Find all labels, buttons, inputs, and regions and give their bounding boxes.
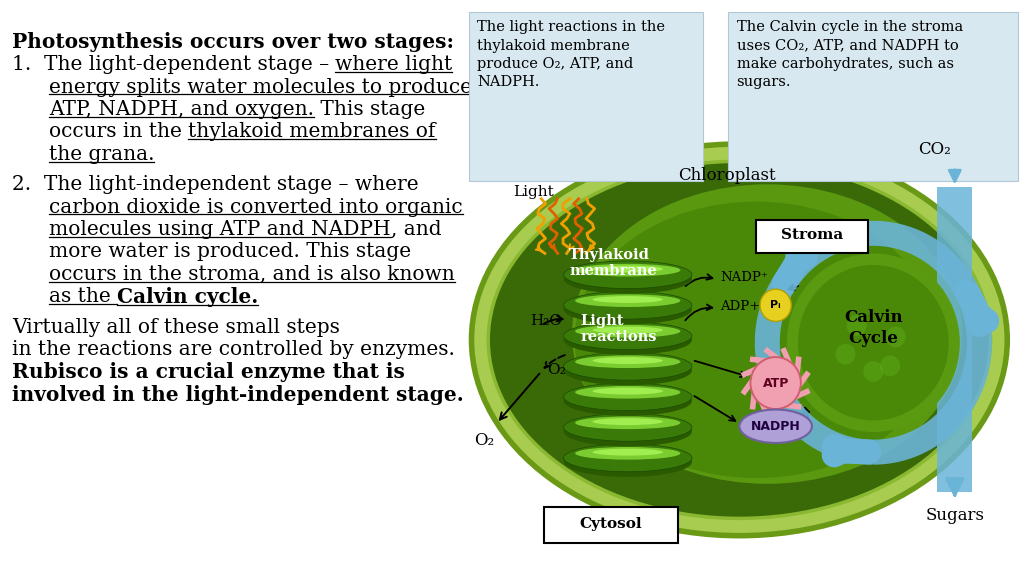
Ellipse shape: [575, 447, 680, 460]
Text: the grana.: the grana.: [49, 145, 155, 164]
Circle shape: [752, 358, 800, 408]
Text: Stroma: Stroma: [781, 228, 843, 242]
Text: 2.  The light-independent stage – where: 2. The light-independent stage – where: [11, 175, 418, 194]
Ellipse shape: [563, 264, 692, 294]
Circle shape: [863, 361, 884, 382]
Text: O₂: O₂: [474, 432, 495, 449]
Ellipse shape: [563, 291, 692, 319]
FancyBboxPatch shape: [469, 12, 703, 181]
Ellipse shape: [563, 383, 692, 411]
Ellipse shape: [572, 184, 963, 484]
Text: Rubisco is a crucial enzyme that is: Rubisco is a crucial enzyme that is: [11, 362, 404, 382]
FancyBboxPatch shape: [756, 220, 867, 253]
Text: Calvin
Cycle: Calvin Cycle: [844, 309, 902, 347]
Circle shape: [751, 357, 801, 409]
Ellipse shape: [563, 355, 692, 385]
Text: This stage: This stage: [314, 100, 425, 119]
Text: occurs in the stroma, and is also known: occurs in the stroma, and is also known: [49, 265, 455, 284]
Ellipse shape: [563, 325, 692, 355]
Ellipse shape: [471, 144, 1008, 536]
Ellipse shape: [593, 357, 664, 364]
Ellipse shape: [575, 294, 680, 307]
Ellipse shape: [575, 416, 680, 429]
Text: NADP⁺: NADP⁺: [720, 271, 768, 284]
Text: molecules using ATP and NADPH: molecules using ATP and NADPH: [49, 220, 390, 239]
Text: H₂O: H₂O: [530, 314, 562, 328]
Ellipse shape: [563, 414, 692, 441]
Text: energy splits water molecules to produce: energy splits water molecules to produce: [49, 78, 472, 97]
Text: , and: , and: [390, 220, 441, 239]
Text: Calvin cycle.: Calvin cycle.: [117, 287, 258, 307]
Text: involved in the light-independent stage.: involved in the light-independent stage.: [11, 385, 464, 405]
Ellipse shape: [593, 266, 664, 272]
Ellipse shape: [575, 264, 680, 276]
Text: Cytosol: Cytosol: [580, 517, 642, 530]
Text: as the: as the: [49, 287, 117, 306]
Circle shape: [798, 265, 948, 420]
Text: occurs in the: occurs in the: [49, 123, 188, 142]
Ellipse shape: [563, 261, 692, 289]
Ellipse shape: [563, 444, 692, 472]
Text: The Calvin cycle in the stroma
uses CO₂, ATP, and NADPH to
make carbohydrates, s: The Calvin cycle in the stroma uses CO₂,…: [736, 20, 963, 89]
Ellipse shape: [563, 386, 692, 416]
Text: The light reactions in the
thylakoid membrane
produce O₂, ATP, and
NADPH.: The light reactions in the thylakoid mem…: [477, 20, 665, 89]
Ellipse shape: [563, 294, 692, 324]
Circle shape: [880, 355, 900, 376]
Ellipse shape: [739, 410, 812, 443]
Text: Sugars: Sugars: [926, 507, 984, 524]
Text: Virtually all of these small steps: Virtually all of these small steps: [11, 317, 340, 336]
Ellipse shape: [563, 416, 692, 446]
Circle shape: [786, 253, 959, 432]
Text: thylakoid membranes of: thylakoid membranes of: [188, 123, 435, 142]
Circle shape: [836, 344, 855, 365]
Text: Thylakoid
membrane: Thylakoid membrane: [569, 248, 657, 278]
Text: in the reactions are controlled by enzymes.: in the reactions are controlled by enzym…: [11, 340, 455, 359]
Ellipse shape: [575, 325, 680, 338]
FancyBboxPatch shape: [544, 507, 678, 543]
Bar: [938, 187, 972, 492]
Text: ADP+: ADP+: [720, 300, 760, 313]
Text: Photosynthesis occurs over two stages:: Photosynthesis occurs over two stages:: [11, 32, 454, 52]
Circle shape: [760, 289, 792, 321]
Ellipse shape: [593, 388, 664, 395]
Text: Pᵢ: Pᵢ: [770, 300, 781, 310]
Text: where light: where light: [335, 55, 453, 74]
Text: NADPH: NADPH: [751, 420, 801, 433]
Text: Light: Light: [513, 185, 554, 199]
Text: Chloroplast: Chloroplast: [678, 167, 775, 184]
Ellipse shape: [575, 355, 680, 368]
Ellipse shape: [563, 353, 692, 380]
Text: ATP: ATP: [763, 377, 788, 389]
Ellipse shape: [563, 322, 692, 350]
Ellipse shape: [575, 386, 680, 399]
Circle shape: [886, 327, 905, 347]
Ellipse shape: [593, 296, 664, 303]
Circle shape: [847, 315, 866, 336]
Text: carbon dioxide is converted into organic: carbon dioxide is converted into organic: [49, 198, 463, 217]
Ellipse shape: [593, 449, 664, 456]
Text: Light
reactions: Light reactions: [581, 314, 656, 344]
Text: more water is produced. This stage: more water is produced. This stage: [49, 242, 411, 262]
Ellipse shape: [593, 327, 664, 334]
Text: 1.  The light-dependent stage –: 1. The light-dependent stage –: [11, 55, 335, 74]
Text: ATP, NADPH, and oxygen.: ATP, NADPH, and oxygen.: [49, 100, 314, 119]
Ellipse shape: [488, 161, 990, 518]
FancyBboxPatch shape: [728, 12, 1019, 181]
Ellipse shape: [574, 202, 938, 478]
Ellipse shape: [563, 447, 692, 477]
Ellipse shape: [593, 418, 664, 425]
Text: CO₂: CO₂: [918, 141, 950, 158]
Text: O₂: O₂: [547, 363, 565, 377]
